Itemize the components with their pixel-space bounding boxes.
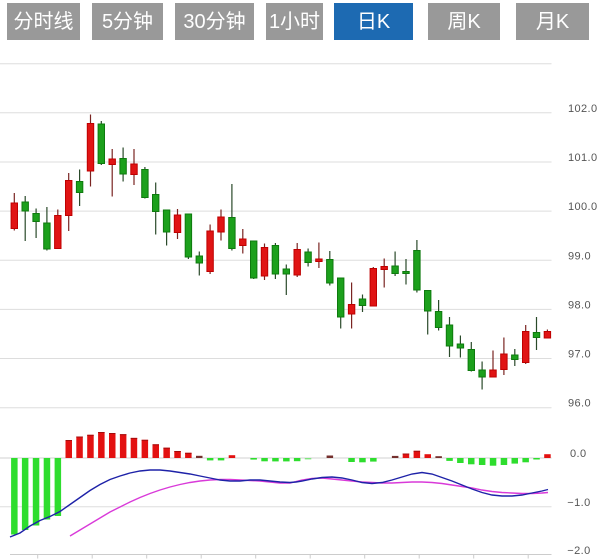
svg-text:98.0: 98.0 <box>568 299 591 311</box>
svg-text:102.0: 102.0 <box>568 103 598 115</box>
svg-text:−1.0: −1.0 <box>567 497 590 509</box>
svg-text:−2.0: −2.0 <box>567 545 590 557</box>
svg-text:97.0: 97.0 <box>568 349 591 361</box>
svg-text:99.0: 99.0 <box>568 250 591 262</box>
svg-text:0.0: 0.0 <box>570 448 587 460</box>
svg-text:101.0: 101.0 <box>568 152 598 164</box>
svg-text:96.0: 96.0 <box>568 398 591 410</box>
svg-text:100.0: 100.0 <box>568 201 598 213</box>
